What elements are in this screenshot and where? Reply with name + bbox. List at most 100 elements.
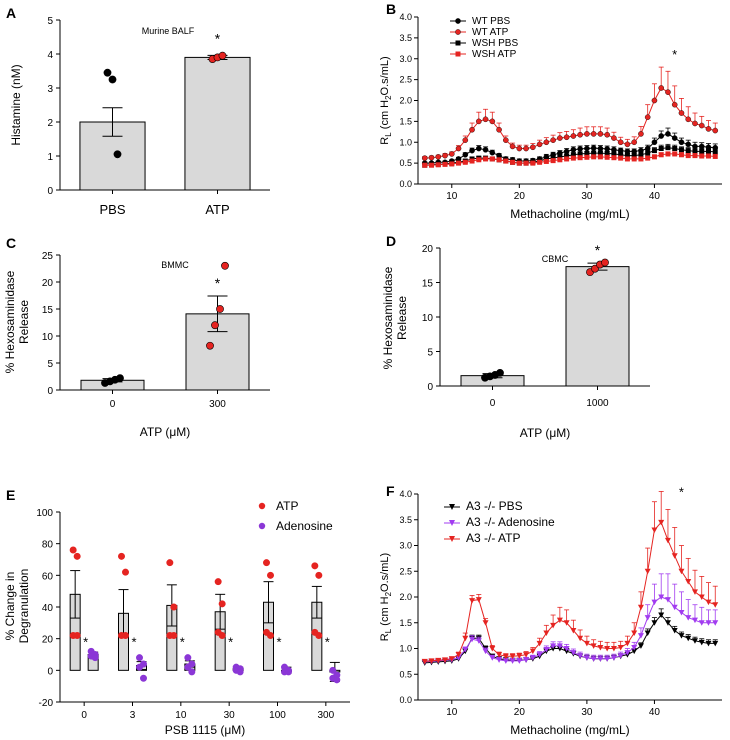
- data-point: [699, 148, 705, 154]
- x-axis-label: PSB 1115 (μM): [165, 723, 246, 737]
- y-tick-label: 25: [42, 251, 54, 262]
- data-point: [604, 131, 610, 138]
- data-point: [188, 668, 196, 676]
- panel-label-C: C: [6, 235, 16, 251]
- data-point: [658, 152, 664, 158]
- data-point: [617, 139, 624, 146]
- data-point: [617, 644, 624, 651]
- bar-ATP: [184, 56, 251, 191]
- legend-marker: [455, 18, 461, 24]
- data-point: [329, 666, 337, 674]
- data-point: [610, 646, 617, 652]
- data-point: [211, 321, 219, 330]
- data-point: [584, 154, 590, 160]
- data-point: [692, 148, 698, 154]
- data-point: [543, 139, 550, 146]
- series-WSH ATP: [422, 151, 718, 168]
- ylabel-part: O.s/mL): [379, 56, 391, 95]
- data-point: [536, 141, 543, 148]
- data-point: [502, 658, 509, 664]
- data-point: [529, 648, 536, 655]
- data-point: [523, 160, 529, 166]
- y-tick-label: 3.5: [399, 33, 412, 43]
- x-tick-label: 20: [514, 191, 526, 202]
- data-point: [216, 305, 224, 313]
- y-tick-label: 10: [422, 313, 434, 324]
- x-tick-label: 10: [446, 707, 458, 718]
- data-point: [698, 620, 705, 626]
- data-point: [570, 152, 576, 158]
- legend-marker: [449, 520, 455, 526]
- data-point: [428, 154, 435, 161]
- data-point: [556, 617, 563, 624]
- data-point: [462, 635, 469, 642]
- significance-star: *: [672, 47, 677, 62]
- data-point: [529, 655, 536, 661]
- data-point: [536, 640, 543, 647]
- significance-star: *: [83, 635, 88, 650]
- data-point: [516, 653, 523, 659]
- data-point: [462, 159, 468, 165]
- data-point: [315, 632, 323, 639]
- data-point: [263, 559, 270, 567]
- y-tick-label: -20: [39, 698, 54, 709]
- y-tick-label: 0.0: [399, 179, 412, 189]
- x-tick-label: 0: [110, 399, 116, 410]
- data-point: [705, 148, 711, 154]
- x-tick-label: 0: [490, 398, 496, 409]
- ylabel-part: L: [384, 628, 393, 633]
- data-point: [543, 647, 550, 653]
- panel-label-A: A: [6, 5, 16, 21]
- data-point: [705, 153, 711, 159]
- y-axis-label: RL (cm H2O.s/mL): [379, 553, 393, 641]
- data-point: [597, 644, 604, 651]
- y-tick-label: 5: [47, 16, 53, 27]
- data-point: [170, 632, 178, 639]
- legend-label: A3 -/- Adenosine: [466, 515, 555, 529]
- data-point: [685, 148, 691, 154]
- data-point: [503, 158, 509, 164]
- y-tick-label: 0: [47, 386, 53, 397]
- data-point: [685, 579, 692, 585]
- data-point: [122, 568, 129, 576]
- data-point: [469, 158, 475, 164]
- data-point: [712, 640, 719, 647]
- data-point: [597, 154, 603, 160]
- x-tick-label: 100: [269, 710, 286, 721]
- data-point: [73, 632, 81, 639]
- data-point: [564, 153, 570, 159]
- y-tick-label: 3: [47, 84, 53, 95]
- data-point: [476, 157, 482, 163]
- y-tick-label: 5: [47, 359, 53, 370]
- data-point: [563, 646, 570, 652]
- legend-label: WSH PBS: [472, 38, 518, 49]
- data-point: [672, 146, 678, 152]
- y-axis-label-2: Degranulation: [17, 569, 31, 644]
- data-point: [705, 620, 712, 626]
- data-point: [590, 131, 597, 137]
- legend-marker: [455, 40, 461, 46]
- panel-A: 0 1 2 3 4 5 PBS ATP * Murine BALF Histamine (nM): [9, 16, 270, 217]
- data-point: [671, 101, 678, 108]
- data-point: [591, 264, 599, 273]
- data-point: [496, 368, 504, 377]
- x-tick-label: 0: [81, 710, 87, 721]
- ylabel-part: (cm H: [379, 100, 391, 132]
- x-axis-label: ATP (μM): [140, 425, 190, 439]
- x-axis-label: Methacholine (mg/mL): [510, 207, 629, 221]
- y-tick-label: 5: [427, 348, 433, 359]
- data-point: [462, 647, 469, 653]
- data-point: [712, 153, 718, 159]
- data-point: [604, 656, 611, 662]
- y-tick-label: 1.0: [399, 137, 412, 147]
- x-axis-label: ATP (μM): [520, 426, 570, 440]
- data-point: [672, 151, 678, 157]
- data-point: [140, 674, 147, 682]
- x-tick-label: 40: [649, 191, 661, 202]
- y-tick-label: 80: [42, 540, 54, 551]
- x-tick-label: ATP: [205, 202, 229, 217]
- data-point: [475, 597, 482, 603]
- significance-star: *: [131, 635, 136, 650]
- data-point: [658, 612, 665, 619]
